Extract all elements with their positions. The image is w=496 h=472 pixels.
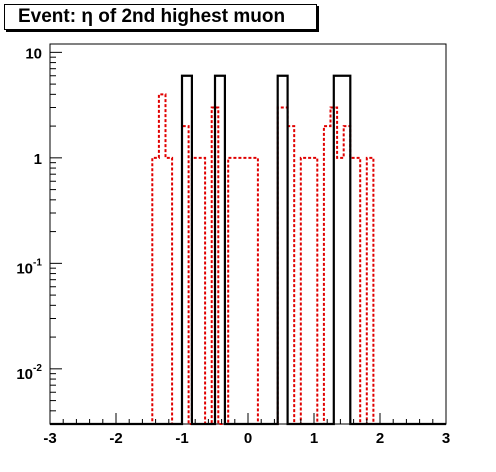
x-tick-label: 3	[442, 430, 450, 447]
x-tick-label: -2	[109, 430, 122, 447]
plot-frame	[49, 43, 447, 425]
y-tick-label: 1	[34, 151, 42, 168]
x-tick-label: 0	[244, 430, 252, 447]
y-tick-label-base: 10	[16, 366, 33, 383]
x-tick-label: -1	[175, 430, 188, 447]
y-tick-label-exponent: -1	[33, 257, 42, 268]
histogram-layer	[50, 74, 446, 426]
y-tick-label: 10	[25, 45, 42, 62]
y-tick-label-exponent: -2	[33, 363, 42, 374]
histogram-black-solid	[50, 74, 446, 426]
y-tick-label-base: 10	[16, 260, 33, 277]
x-tick-label: 2	[376, 430, 384, 447]
chart-title: Event: η of 2nd highest muon	[4, 4, 317, 30]
x-tick-label: 1	[310, 430, 318, 447]
x-tick-label: -3	[43, 430, 56, 447]
